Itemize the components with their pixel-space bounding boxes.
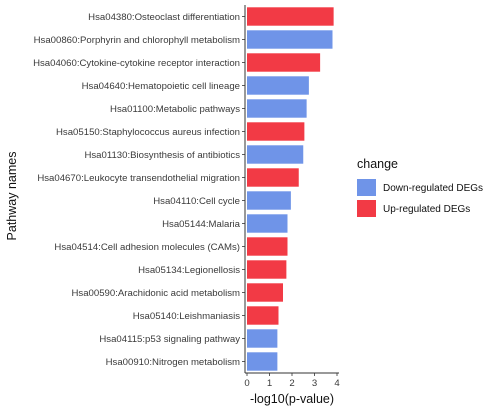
category-label: Hsa05140:Leishmaniasis bbox=[133, 311, 240, 322]
bar bbox=[247, 352, 278, 371]
bar bbox=[247, 306, 279, 325]
bar bbox=[247, 214, 288, 233]
legend-title: change bbox=[357, 157, 398, 171]
category-label: Hsa04640:Hematopoietic cell lineage bbox=[82, 81, 240, 92]
category-label: Hsa05134:Legionellosis bbox=[138, 265, 240, 276]
category-label: Hsa04110:Cell cycle bbox=[153, 196, 240, 207]
bar bbox=[247, 260, 287, 279]
bar bbox=[247, 329, 278, 348]
x-tick-label: 3 bbox=[312, 378, 317, 389]
legend-key bbox=[357, 179, 376, 196]
category-label: Hsa04380:Osteoclast differentiation bbox=[88, 12, 240, 23]
bar bbox=[247, 76, 309, 95]
bar bbox=[247, 145, 304, 164]
category-label: Hsa05150:Staphylococcus aureus infection bbox=[56, 127, 240, 138]
category-label: Hsa04060:Cytokine-cytokine receptor inte… bbox=[33, 58, 240, 69]
bar bbox=[247, 53, 321, 72]
x-tick-label: 4 bbox=[334, 378, 340, 389]
bar bbox=[247, 30, 333, 49]
legend-label: Up-regulated DEGs bbox=[383, 204, 470, 215]
x-tick-label: 1 bbox=[267, 378, 272, 389]
category-label: Hsa01100:Metabolic pathways bbox=[110, 104, 240, 115]
bar bbox=[247, 122, 305, 141]
legend-key bbox=[357, 200, 376, 217]
legend: change Down-regulated DEGs Up-regulated D… bbox=[357, 157, 483, 217]
category-label: Hsa04115:p53 signaling pathway bbox=[99, 334, 240, 345]
y-axis-title: Pathway names bbox=[5, 152, 19, 241]
x-tick-label: 0 bbox=[244, 378, 249, 389]
bar bbox=[247, 237, 288, 256]
category-label: Hsa04670:Leukocyte transendothelial migr… bbox=[37, 173, 240, 184]
x-tick-label: 2 bbox=[289, 378, 294, 389]
bar bbox=[247, 99, 307, 118]
category-label: Hsa00590:Arachidonic acid metabolism bbox=[71, 288, 240, 299]
bar bbox=[247, 283, 283, 302]
bar bbox=[247, 7, 334, 26]
bar bbox=[247, 191, 291, 210]
bar bbox=[247, 168, 299, 187]
category-label: Hsa00860:Porphyrin and chlorophyll metab… bbox=[34, 35, 240, 46]
x-axis-title: -log10(p-value) bbox=[250, 392, 334, 406]
category-label: Hsa01130:Biosynthesis of antibiotics bbox=[84, 150, 240, 161]
category-label: Hsa00910:Nitrogen metabolism bbox=[106, 357, 240, 368]
category-label: Hsa04514:Cell adhesion molecules (CAMs) bbox=[54, 242, 240, 253]
legend-label: Down-regulated DEGs bbox=[383, 183, 483, 194]
category-label: Hsa05144:Malaria bbox=[162, 219, 241, 230]
